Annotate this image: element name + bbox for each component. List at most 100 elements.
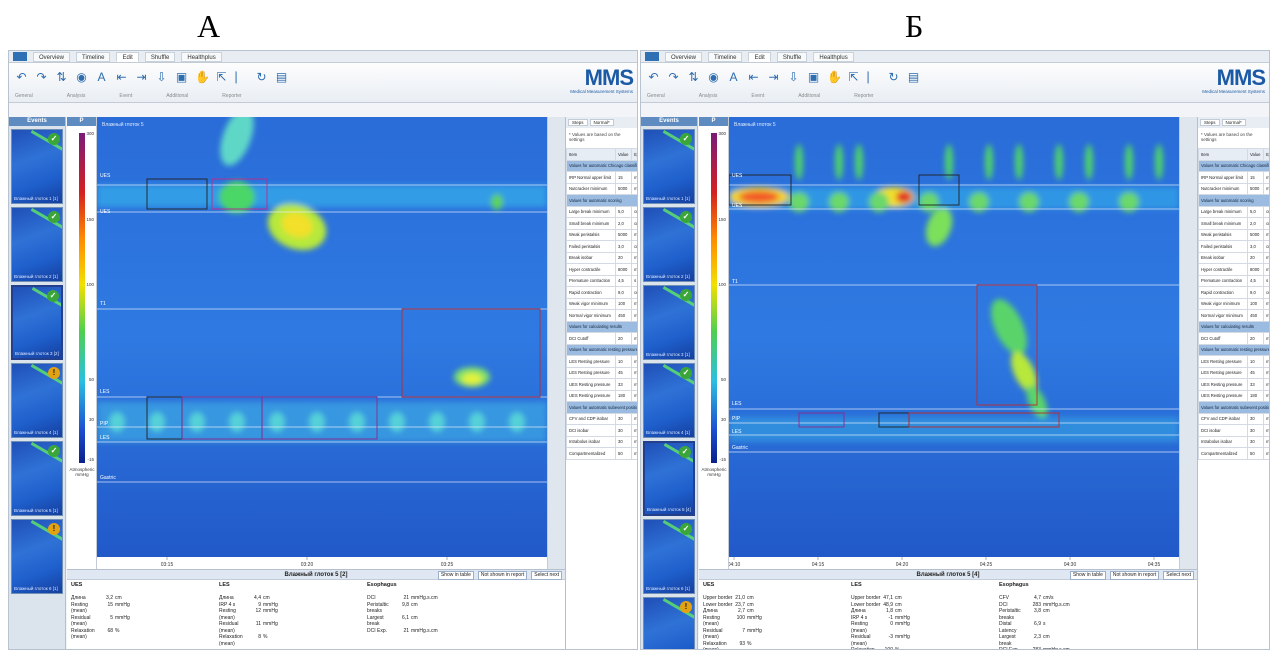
event-thumbnail[interactable]: ✓ Влажный глоток 3 [1] <box>643 285 695 360</box>
settings-value[interactable]: 5,0 <box>1247 205 1265 218</box>
settings-value[interactable]: 8000 <box>1247 263 1265 276</box>
settings-value[interactable]: 3,0 <box>615 240 633 253</box>
settings-value[interactable]: 50 <box>615 447 633 460</box>
tab-healthplus[interactable]: Healthplus <box>181 51 222 62</box>
topography-plot[interactable]: UES UES T1 LES PIP LES Gastric Влажный глоток 5… <box>97 117 547 569</box>
pointer-icon[interactable]: ⇱ <box>848 70 859 84</box>
settings-tab[interactable]: Normal* <box>589 119 614 126</box>
hand-icon[interactable]: ✋ <box>827 70 842 84</box>
results-button[interactable]: Select next <box>531 571 562 580</box>
settings-value[interactable]: 15 <box>615 171 633 184</box>
settings-value[interactable]: 5000 <box>615 182 633 195</box>
settings-value[interactable]: 9,0 <box>615 286 633 299</box>
calc-icon[interactable]: ▣ <box>807 70 820 84</box>
tab-overview[interactable]: Overview <box>665 51 703 62</box>
pointer-icon[interactable]: ⇱ <box>216 70 227 84</box>
settings-row[interactable]: Premature contraction 4,5 s <box>1198 274 1269 287</box>
report-icon[interactable]: ▤ <box>907 70 920 84</box>
settings-row[interactable]: LES Resting pressure10mmHg <box>1198 355 1269 368</box>
settings-row[interactable]: Nutcracker minimum5000mmHg.s <box>566 182 637 195</box>
settings-row[interactable]: IRP Normal upper limit15mmHg <box>566 171 637 184</box>
redo-icon[interactable]: ↷ <box>668 70 679 84</box>
tab-edit[interactable]: Edit <box>116 51 139 62</box>
event-thumbnail[interactable]: ✓ Влажный глоток 1 [1] <box>11 129 63 204</box>
settings-value[interactable]: 180 <box>615 389 633 402</box>
event-thumbnail[interactable]: ✓ Влажный глоток 1 [1] <box>643 129 695 204</box>
settings-value[interactable]: 30 <box>615 435 633 448</box>
settings-value[interactable]: 45 <box>1247 366 1265 379</box>
settings-value[interactable]: 5,0 <box>615 205 633 218</box>
analysis-box[interactable] <box>976 284 1038 406</box>
tab-timeline[interactable]: Timeline <box>76 51 111 62</box>
settings-value[interactable]: 20 <box>615 332 633 345</box>
settings-row[interactable]: LES Resting pressure45mmHg <box>566 366 637 379</box>
eye-icon[interactable]: ◉ <box>76 70 87 84</box>
hand-icon[interactable]: ✋ <box>195 70 210 84</box>
analysis-box[interactable] <box>211 178 268 210</box>
settings-row[interactable]: Break isobar20mmHg <box>566 251 637 264</box>
settings-value[interactable]: 30 <box>1247 435 1265 448</box>
settings-value[interactable]: 15 <box>1247 171 1265 184</box>
tab-shuffle[interactable]: Shuffle <box>776 51 808 62</box>
settings-row[interactable]: Weak vigor minimum100mmHg.s <box>1198 297 1269 310</box>
analysis-box[interactable] <box>401 308 541 398</box>
settings-value[interactable]: 30 <box>1247 412 1265 425</box>
settings-value[interactable]: 10 <box>1247 355 1265 368</box>
settings-value[interactable]: 10 <box>615 355 633 368</box>
tab-edit[interactable]: Edit <box>748 51 771 62</box>
settings-value[interactable]: 8000 <box>615 263 633 276</box>
settings-row[interactable]: LES Resting pressure45mmHg <box>1198 366 1269 379</box>
event-thumbnail[interactable]: ✓ Влажный глоток 5 [4] <box>643 441 695 516</box>
topography-plot[interactable]: UES UES T1 LES PIP LES Gastric Влажный глоток 5… <box>729 117 1179 569</box>
settings-row[interactable]: UES Resting pressure180mmHg <box>1198 389 1269 402</box>
event-thumbnail[interactable]: ✓ Влажный глоток 2 [1] <box>11 207 63 282</box>
settings-value[interactable]: 30 <box>615 412 633 425</box>
settings-value[interactable]: 20 <box>615 251 633 264</box>
settings-value[interactable]: 5000 <box>1247 228 1265 241</box>
settings-value[interactable]: 180 <box>1247 389 1265 402</box>
insert-right-icon[interactable]: ⇥ <box>768 70 779 84</box>
undo-icon[interactable]: ↶ <box>16 70 27 84</box>
analysis-box[interactable] <box>146 178 208 210</box>
app-menu-button[interactable] <box>645 52 659 61</box>
import-icon[interactable]: ⇩ <box>788 70 799 84</box>
event-thumbnail[interactable]: ✓ Влажный глоток 3 [2] <box>11 285 63 360</box>
event-thumbnail[interactable]: !Влажный глоток 7 [1] <box>643 597 695 649</box>
results-button[interactable]: Show in table <box>1069 571 1106 580</box>
settings-value[interactable]: 33 <box>1247 378 1265 391</box>
tab-healthplus[interactable]: Healthplus <box>813 51 854 62</box>
settings-value[interactable]: 20 <box>1247 251 1265 264</box>
settings-row[interactable]: UES Resting pressure180mmHg <box>566 389 637 402</box>
settings-row[interactable]: Compartmentalized50mmHg <box>566 447 637 460</box>
insert-left-icon[interactable]: ⇤ <box>748 70 759 84</box>
settings-row[interactable]: DCI isobar30mmHg <box>1198 424 1269 437</box>
settings-tab[interactable]: Steps <box>1200 119 1220 126</box>
settings-value[interactable]: 3,0 <box>1247 240 1265 253</box>
results-button[interactable]: Select next <box>1163 571 1194 580</box>
app-menu-button[interactable] <box>13 52 27 61</box>
settings-row[interactable]: IRP Normal upper limit15mmHg <box>1198 171 1269 184</box>
settings-value[interactable]: 2,0 <box>615 217 633 230</box>
cursor-icon[interactable]: ⎸ <box>235 70 248 84</box>
report-icon[interactable]: ▤ <box>275 70 288 84</box>
analysis-box[interactable] <box>918 174 960 206</box>
settings-row[interactable]: UES Resting pressure33mmHg <box>566 378 637 391</box>
settings-row[interactable]: Intrabolus isobar30mmHg <box>566 435 637 448</box>
settings-row[interactable]: CFV and CDP isobar30mmHg <box>566 412 637 425</box>
analysis-box[interactable] <box>729 174 792 206</box>
settings-value[interactable]: 450 <box>1247 309 1265 322</box>
event-thumbnail[interactable]: ✓ Влажный глоток 5 [1] <box>11 441 63 516</box>
event-thumbnail[interactable]: ✓ Влажный глоток 4 [1] <box>643 363 695 438</box>
settings-value[interactable]: 2,0 <box>1247 217 1265 230</box>
results-button[interactable]: Show in table <box>437 571 474 580</box>
redo-icon[interactable]: ↷ <box>36 70 47 84</box>
settings-value[interactable]: 50 <box>1247 447 1265 460</box>
settings-row[interactable]: Premature contraction 4,5 s <box>566 274 637 287</box>
cursor-icon[interactable]: ⎸ <box>867 70 880 84</box>
settings-tab[interactable]: Steps <box>568 119 588 126</box>
settings-tab[interactable]: Normal* <box>1221 119 1246 126</box>
settings-row[interactable]: Weak vigor minimum100mmHg.s <box>566 297 637 310</box>
